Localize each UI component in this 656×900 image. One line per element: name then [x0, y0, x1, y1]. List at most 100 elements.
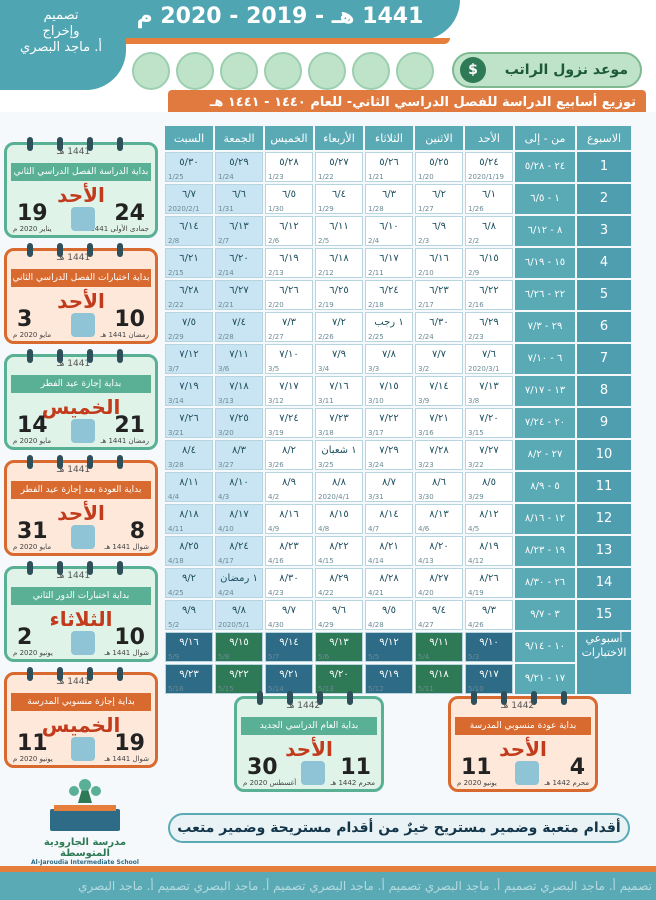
- gregorian-date: 2/26: [318, 333, 334, 341]
- hijri-date: ٧/٥: [181, 317, 197, 328]
- ring-icon: [27, 137, 33, 151]
- hijri-date: ٩/٢٠: [329, 669, 349, 680]
- day-cell: ٧/١٧ 3/12: [265, 376, 313, 406]
- day-cell: ٧/٢ 2/26: [315, 312, 363, 342]
- event-greg-month: مايو 2020 م: [13, 331, 52, 339]
- hijri-date: ٩/٨: [231, 605, 247, 616]
- day-cell: ٦/١٦ 2/10: [415, 248, 463, 278]
- table-row: 15 ٣ - ٩/٧ ٩/٣ 4/26 ٩/٤ 4/27 ٩/٥ 4/28 ٩/٦ 4/29 ٩/٧…: [165, 600, 631, 630]
- hijri-date: ٦/٢٥: [329, 285, 349, 296]
- gregorian-date: 5/11: [418, 685, 434, 693]
- hijri-date: ٧/٨: [381, 349, 397, 360]
- day-cell: ٧/٢٠ 3/15: [465, 408, 513, 438]
- day-cell: ٧/٢٢ 3/17: [365, 408, 413, 438]
- ring-icon: [87, 243, 93, 257]
- gregorian-date: 2/27: [268, 333, 284, 341]
- year-title: 1441 هـ - 2019 - 2020 م: [136, 4, 424, 29]
- school-name-en: Al-Jaroudia Intermediate School: [31, 859, 139, 866]
- hijri-date: ٨/٣: [231, 445, 247, 456]
- day-cell: ٩/١٠ 5/3: [465, 632, 513, 662]
- day-cell: ٨/٢ 3/26: [265, 440, 313, 470]
- table-row: أسبوعي الاختبارات ١٠ - ٩/١٤ ٩/١٠ 5/3 ٩/١١ 5/4…: [165, 632, 631, 694]
- day-cell: ٩/٦ 4/29: [315, 600, 363, 630]
- hijri-date: ٦/١٠: [379, 221, 399, 232]
- column-header: الاسبوع: [577, 126, 631, 150]
- day-cell: ٦/١٤ 2/8: [165, 216, 213, 246]
- hijri-date: ٩/٥: [381, 605, 397, 616]
- day-cell: ٨/٢٩ 4/22: [315, 568, 363, 598]
- week-range: ١٣ - ٧/١٧: [515, 376, 575, 406]
- credit-line-3: أ. ماجد البصري: [20, 40, 102, 55]
- gregorian-date: 2/20: [268, 301, 284, 309]
- day-cell: ٩/٢٢ 5/15: [215, 664, 263, 694]
- day-cell: ٧/٧ 3/2: [415, 344, 463, 374]
- hijri-date: ١ رمضان: [220, 573, 258, 584]
- hijri-date: ٦/٢٩: [479, 317, 499, 328]
- ring-icon: [87, 349, 93, 363]
- hijri-date: ٦/٣٠: [429, 317, 449, 328]
- gregorian-date: 5/4: [418, 653, 430, 661]
- gregorian-date: 1/29: [318, 205, 334, 213]
- day-cell: ٩/١٦ 5/9: [165, 632, 213, 662]
- hijri-date: ٨/٢٨: [379, 573, 399, 584]
- hijri-date: ٦/٢٢: [479, 285, 499, 296]
- event-greg-day: 19: [17, 201, 48, 226]
- day-cell: ٦/٢٥ 2/19: [315, 280, 363, 310]
- event-card: 1442 هـ بداية عودة منسوبي المدرسة الأحد 4 11…: [448, 691, 598, 792]
- ring-icon: [87, 137, 93, 151]
- day-cell: ٧/١٢ 3/7: [165, 344, 213, 374]
- gregorian-date: 3/2: [418, 365, 430, 373]
- gregorian-date: 3/3: [368, 365, 380, 373]
- gregorian-date: 2020/5/1: [218, 621, 250, 629]
- hijri-date: ٦/١٧: [379, 253, 399, 264]
- event-hijri-day: 10: [114, 307, 145, 332]
- hijri-date: ٩/١٩: [379, 669, 399, 680]
- gregorian-date: 5/8: [218, 653, 230, 661]
- gregorian-date: 3/28: [168, 461, 184, 469]
- hijri-date: ١ شعبان: [321, 445, 357, 456]
- gregorian-date: 5/10: [468, 685, 484, 693]
- hijri-date: ٦/١٥: [479, 253, 499, 264]
- hijri-date: ٧/١٤: [429, 381, 449, 392]
- hijri-date: ٧/٢٦: [179, 413, 199, 424]
- hijri-date: ٨/١٥: [329, 509, 349, 520]
- hijri-date: ٧/٢١: [429, 413, 449, 424]
- day-cell: ٨/٢٠ 4/13: [415, 536, 463, 566]
- decor-bubble: [132, 52, 170, 90]
- day-cell: ٩/٢ 4/25: [165, 568, 213, 598]
- hijri-date: ٨/٨: [331, 477, 347, 488]
- day-cell: ٦/١١ 2/5: [315, 216, 363, 246]
- calendar-rings-icon: [27, 349, 139, 363]
- hijri-date: ٦/١١: [329, 221, 349, 232]
- hijri-date: ٥/٢٨: [279, 157, 299, 168]
- hijri-date: ٥/٢٤: [479, 157, 499, 168]
- event-greg-month: يونيو 2020 م: [13, 649, 53, 657]
- day-cell: ٧/١٤ 3/9: [415, 376, 463, 406]
- day-cell: ٦/٢٧ 2/21: [215, 280, 263, 310]
- school-mini-logo-icon: [71, 631, 95, 655]
- event-hijri-year: 1441 هـ: [57, 571, 91, 581]
- day-cell: ٨/١٩ 4/12: [465, 536, 513, 566]
- gregorian-date: 5/3: [468, 653, 480, 661]
- credit-line-1: تصميم: [43, 8, 79, 23]
- gregorian-date: 5/5: [368, 653, 380, 661]
- week-range: ١٩ - ٨/٢٣: [515, 536, 575, 566]
- gregorian-date: 2/28: [218, 333, 234, 341]
- day-cell: ٨/٥ 3/29: [465, 472, 513, 502]
- hijri-date: ٦/١٩: [279, 253, 299, 264]
- hijri-date: ٩/١٢: [379, 637, 399, 648]
- day-cell: ٧/١٦ 3/11: [315, 376, 363, 406]
- event-title: بداية اختبارات الدور الثاني: [11, 587, 151, 605]
- gregorian-date: 4/13: [418, 557, 434, 565]
- hijri-date: ٧/١٩: [179, 381, 199, 392]
- gregorian-date: 3/9: [418, 397, 430, 405]
- hijri-date: ٨/١٦: [279, 509, 299, 520]
- gregorian-date: 5/15: [218, 685, 234, 693]
- gregorian-date: 5/13: [318, 685, 334, 693]
- event-greg-day: 31: [17, 519, 48, 544]
- ring-icon: [117, 455, 123, 469]
- hijri-date: ٧/١٥: [379, 381, 399, 392]
- week-range: ٣ - ٩/٧: [515, 600, 575, 630]
- hijri-date: ٧/٢٧: [479, 445, 499, 456]
